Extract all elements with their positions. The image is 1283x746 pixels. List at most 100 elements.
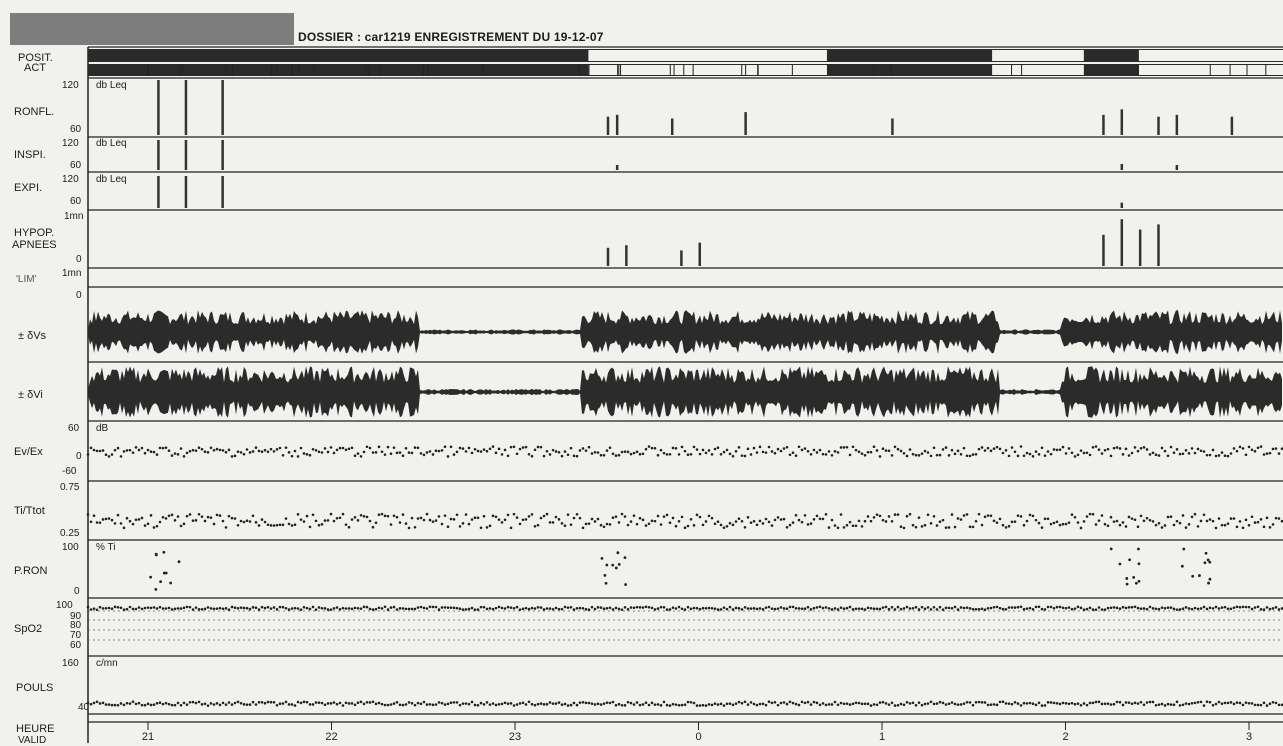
ev-point xyxy=(588,446,591,449)
ev-point xyxy=(1005,449,1008,452)
pouls-point xyxy=(1101,703,1104,706)
ti-point xyxy=(930,522,933,525)
ev-point xyxy=(210,447,213,450)
vi-envelope xyxy=(88,366,1282,418)
ev-point xyxy=(1020,445,1023,448)
pouls-point xyxy=(666,704,669,707)
ev-point xyxy=(1215,455,1218,458)
ev-point xyxy=(1182,452,1185,455)
ev-point xyxy=(138,449,141,452)
ti-point xyxy=(483,515,486,518)
ti-point xyxy=(510,527,513,530)
spo2-point xyxy=(411,608,414,611)
spo2-point xyxy=(696,607,699,610)
pouls-point xyxy=(369,701,372,704)
spo2-point xyxy=(1122,606,1125,609)
ev-point xyxy=(765,451,768,454)
ti-point xyxy=(183,523,186,526)
ti-point xyxy=(360,514,363,517)
ti-point xyxy=(1143,519,1146,522)
ev-point xyxy=(279,447,282,450)
ti-point xyxy=(204,520,207,523)
ti-point xyxy=(210,516,213,519)
ti-point xyxy=(1206,520,1209,523)
pouls-point xyxy=(789,701,792,704)
pouls-point xyxy=(540,702,543,705)
ev-point xyxy=(552,449,555,452)
pouls-point xyxy=(255,703,258,706)
spo2-point xyxy=(1215,606,1218,609)
ev-point xyxy=(93,449,96,452)
ti-point xyxy=(966,513,969,516)
spo2-point xyxy=(531,607,534,610)
pouls-point xyxy=(798,704,801,707)
spo2-point xyxy=(567,606,570,609)
pouls-point xyxy=(483,703,486,706)
pouls-point xyxy=(210,702,213,705)
hypop-bar-3 xyxy=(699,243,702,266)
spo2-point xyxy=(660,606,663,609)
ev-point xyxy=(954,453,957,456)
ev-point xyxy=(642,452,645,455)
ev-point xyxy=(903,452,906,455)
spo2-point xyxy=(393,606,396,609)
spo2-point xyxy=(210,607,213,610)
spo2-point xyxy=(288,608,291,611)
spo2-point xyxy=(117,606,120,609)
ev-point xyxy=(162,447,165,450)
spo2-point xyxy=(189,606,192,609)
ti-point xyxy=(129,520,132,523)
spo2-point xyxy=(465,608,468,611)
spo2-point xyxy=(171,608,174,611)
spo2-point xyxy=(849,606,852,609)
ti-point xyxy=(1062,523,1065,526)
ev-point xyxy=(447,455,450,458)
ev-point xyxy=(1062,446,1065,449)
spo2-point xyxy=(984,608,987,611)
ev-point xyxy=(777,448,780,451)
ti-point xyxy=(315,520,318,523)
ev-point xyxy=(1212,449,1215,452)
ev-point xyxy=(618,454,621,457)
ti-point xyxy=(975,520,978,523)
x-tick-label-22: 22 xyxy=(325,731,337,743)
spo2-point xyxy=(174,608,177,611)
ev-point xyxy=(378,446,381,449)
spo2-point xyxy=(534,607,537,610)
pouls-point xyxy=(1224,702,1227,705)
inspi-bar-4 xyxy=(1121,164,1124,170)
pouls-point xyxy=(93,702,96,705)
ev-point xyxy=(495,452,498,455)
pouls-point xyxy=(108,703,111,706)
spo2-point xyxy=(258,608,261,611)
spo2-point xyxy=(1257,605,1260,608)
ev-point xyxy=(756,451,759,454)
spo2-point xyxy=(1206,608,1209,611)
ev-point xyxy=(891,454,894,457)
ev-point xyxy=(801,449,804,452)
spo2-point xyxy=(1137,607,1140,610)
ti-point xyxy=(693,524,696,527)
pouls-point xyxy=(270,701,273,704)
ev-point xyxy=(717,446,720,449)
ev-point xyxy=(1011,446,1014,449)
spo2-point xyxy=(594,608,597,611)
spo2-point xyxy=(282,606,285,609)
ev-point xyxy=(1107,448,1110,451)
pouls-point xyxy=(318,701,321,704)
spo2-point xyxy=(417,606,420,609)
ev-point xyxy=(294,450,297,453)
pouls-point xyxy=(1251,702,1254,705)
ti-point xyxy=(1092,513,1095,516)
pouls-point xyxy=(1269,702,1272,705)
ti-point xyxy=(378,513,381,516)
spo2-point xyxy=(231,606,234,609)
ev-point xyxy=(708,449,711,452)
pouls-point xyxy=(555,702,558,705)
pouls-point xyxy=(219,704,222,707)
spo2-point xyxy=(1116,607,1119,610)
ti-point xyxy=(1152,520,1155,523)
x-tick-label-21: 21 xyxy=(142,731,154,743)
pouls-point xyxy=(795,703,798,706)
